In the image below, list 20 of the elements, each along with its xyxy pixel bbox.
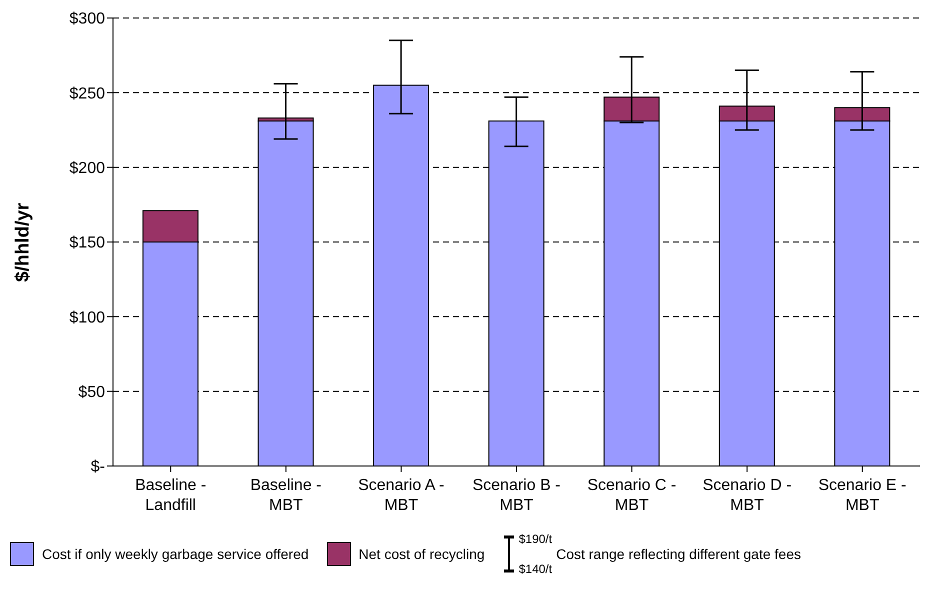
y-tick-label: $- <box>90 458 105 476</box>
y-tick-label: $300 <box>69 10 106 28</box>
y-tick-label: $250 <box>69 85 106 102</box>
x-tick-label: Baseline - Landfill <box>135 477 206 514</box>
text: Cost range reflecting different gate fees <box>556 546 801 562</box>
text: $140/t <box>518 562 552 576</box>
y-tick-label: $200 <box>69 160 106 178</box>
x-tick-label: Scenario A - MBT <box>358 477 444 514</box>
x-tick-label: Baseline - MBT <box>250 477 322 514</box>
x-tick-label: Scenario D - MBT <box>702 477 792 514</box>
y-tick-label: $50 <box>78 384 106 402</box>
legend-label: Cost if only weekly garbage service offered <box>42 546 309 562</box>
y-tick-label: $100 <box>69 309 106 326</box>
x-tick-label: Scenario C - MBT <box>587 477 676 514</box>
x-tick-label: Scenario B - MBT <box>472 477 561 514</box>
text: $190/t <box>518 532 552 546</box>
y-axis-title: $/hhld/yr <box>12 202 34 282</box>
y-tick-label: $150 <box>69 234 106 252</box>
x-tick-label: Scenario E - MBT <box>818 477 906 514</box>
legend-label: Net cost of recycling <box>358 546 485 562</box>
